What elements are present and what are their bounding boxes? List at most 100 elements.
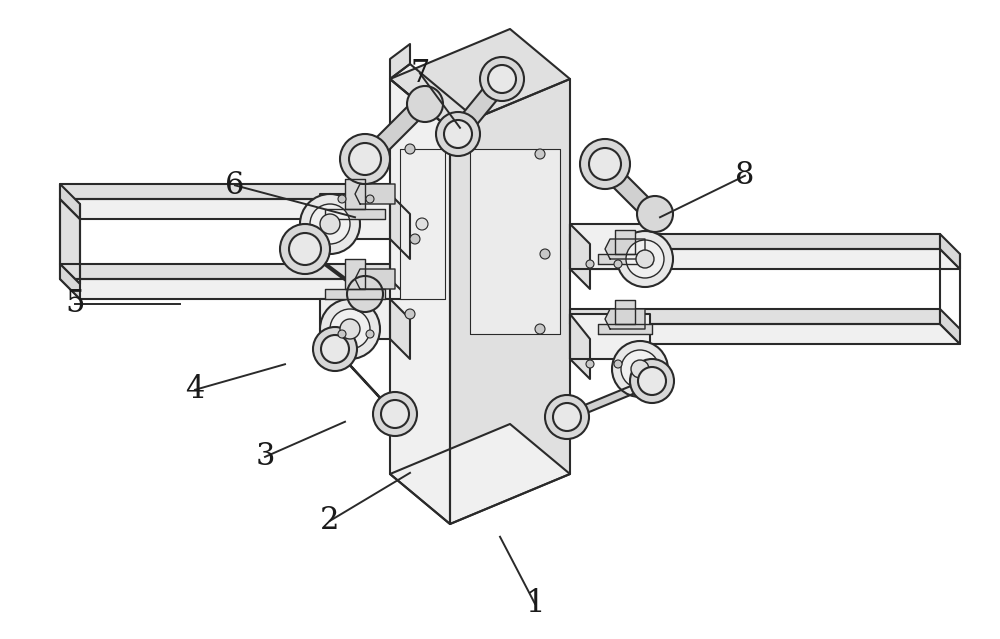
- Text: 2: 2: [320, 505, 340, 536]
- Circle shape: [320, 214, 340, 234]
- Circle shape: [320, 299, 380, 359]
- Text: 4: 4: [185, 374, 205, 405]
- Polygon shape: [940, 309, 960, 344]
- Circle shape: [407, 86, 443, 122]
- Text: 6: 6: [225, 170, 245, 201]
- Polygon shape: [570, 234, 940, 249]
- Circle shape: [405, 309, 415, 319]
- Circle shape: [631, 360, 649, 378]
- Circle shape: [586, 360, 594, 368]
- Circle shape: [381, 400, 409, 428]
- Polygon shape: [60, 184, 80, 219]
- Circle shape: [630, 359, 674, 403]
- Polygon shape: [60, 199, 410, 219]
- Circle shape: [410, 234, 420, 244]
- Polygon shape: [570, 224, 650, 269]
- Polygon shape: [325, 209, 385, 219]
- Polygon shape: [615, 230, 635, 254]
- Circle shape: [310, 204, 350, 244]
- Polygon shape: [320, 299, 390, 339]
- Polygon shape: [570, 314, 650, 359]
- Polygon shape: [325, 289, 385, 299]
- Circle shape: [626, 240, 664, 278]
- Circle shape: [553, 403, 581, 431]
- Polygon shape: [570, 314, 590, 379]
- Polygon shape: [570, 324, 960, 344]
- Polygon shape: [390, 194, 410, 259]
- Polygon shape: [390, 79, 450, 524]
- Polygon shape: [345, 259, 365, 289]
- Circle shape: [416, 218, 428, 230]
- Polygon shape: [390, 44, 410, 79]
- Polygon shape: [390, 299, 410, 359]
- Circle shape: [289, 233, 321, 265]
- Circle shape: [638, 367, 666, 395]
- Circle shape: [349, 143, 381, 175]
- Circle shape: [480, 57, 524, 101]
- Circle shape: [488, 65, 516, 93]
- Circle shape: [347, 276, 383, 312]
- Polygon shape: [390, 424, 570, 524]
- Circle shape: [540, 249, 550, 259]
- Polygon shape: [360, 99, 430, 164]
- Polygon shape: [60, 264, 80, 299]
- Circle shape: [280, 224, 330, 274]
- Circle shape: [321, 335, 349, 363]
- Circle shape: [614, 260, 622, 268]
- Polygon shape: [400, 149, 445, 299]
- Text: 7: 7: [410, 58, 430, 89]
- Circle shape: [366, 330, 374, 338]
- Circle shape: [444, 120, 472, 148]
- Polygon shape: [320, 194, 390, 239]
- Circle shape: [614, 360, 622, 368]
- Text: 1: 1: [525, 589, 545, 619]
- Circle shape: [589, 148, 621, 180]
- Polygon shape: [570, 224, 590, 289]
- Polygon shape: [355, 269, 395, 289]
- Circle shape: [436, 112, 480, 156]
- Circle shape: [580, 139, 630, 189]
- Polygon shape: [570, 309, 940, 324]
- Circle shape: [621, 350, 659, 388]
- Circle shape: [545, 395, 589, 439]
- Polygon shape: [60, 279, 410, 299]
- Polygon shape: [560, 374, 660, 424]
- Polygon shape: [470, 149, 560, 334]
- Polygon shape: [300, 244, 370, 299]
- Text: 8: 8: [735, 160, 755, 191]
- Polygon shape: [598, 324, 652, 334]
- Circle shape: [338, 195, 346, 203]
- Circle shape: [535, 324, 545, 334]
- Circle shape: [340, 319, 360, 339]
- Polygon shape: [60, 199, 80, 284]
- Circle shape: [637, 196, 673, 232]
- Polygon shape: [570, 249, 960, 269]
- Text: 5: 5: [65, 288, 85, 319]
- Polygon shape: [605, 309, 645, 329]
- Polygon shape: [60, 264, 390, 279]
- Polygon shape: [345, 179, 365, 209]
- Polygon shape: [60, 184, 390, 199]
- Circle shape: [338, 330, 346, 338]
- Circle shape: [586, 260, 594, 268]
- Circle shape: [366, 195, 374, 203]
- Polygon shape: [390, 29, 570, 129]
- Polygon shape: [330, 344, 400, 419]
- Polygon shape: [605, 239, 645, 259]
- Circle shape: [405, 144, 415, 154]
- Circle shape: [617, 231, 673, 287]
- Polygon shape: [390, 64, 470, 129]
- Polygon shape: [450, 79, 570, 524]
- Circle shape: [535, 149, 545, 159]
- Circle shape: [340, 134, 390, 184]
- Text: 3: 3: [255, 442, 275, 472]
- Polygon shape: [595, 159, 660, 219]
- Polygon shape: [940, 234, 960, 269]
- Polygon shape: [450, 74, 510, 139]
- Polygon shape: [355, 184, 395, 204]
- Circle shape: [313, 327, 357, 371]
- Circle shape: [373, 392, 417, 436]
- Polygon shape: [598, 254, 652, 264]
- Circle shape: [612, 341, 668, 397]
- Circle shape: [636, 250, 654, 268]
